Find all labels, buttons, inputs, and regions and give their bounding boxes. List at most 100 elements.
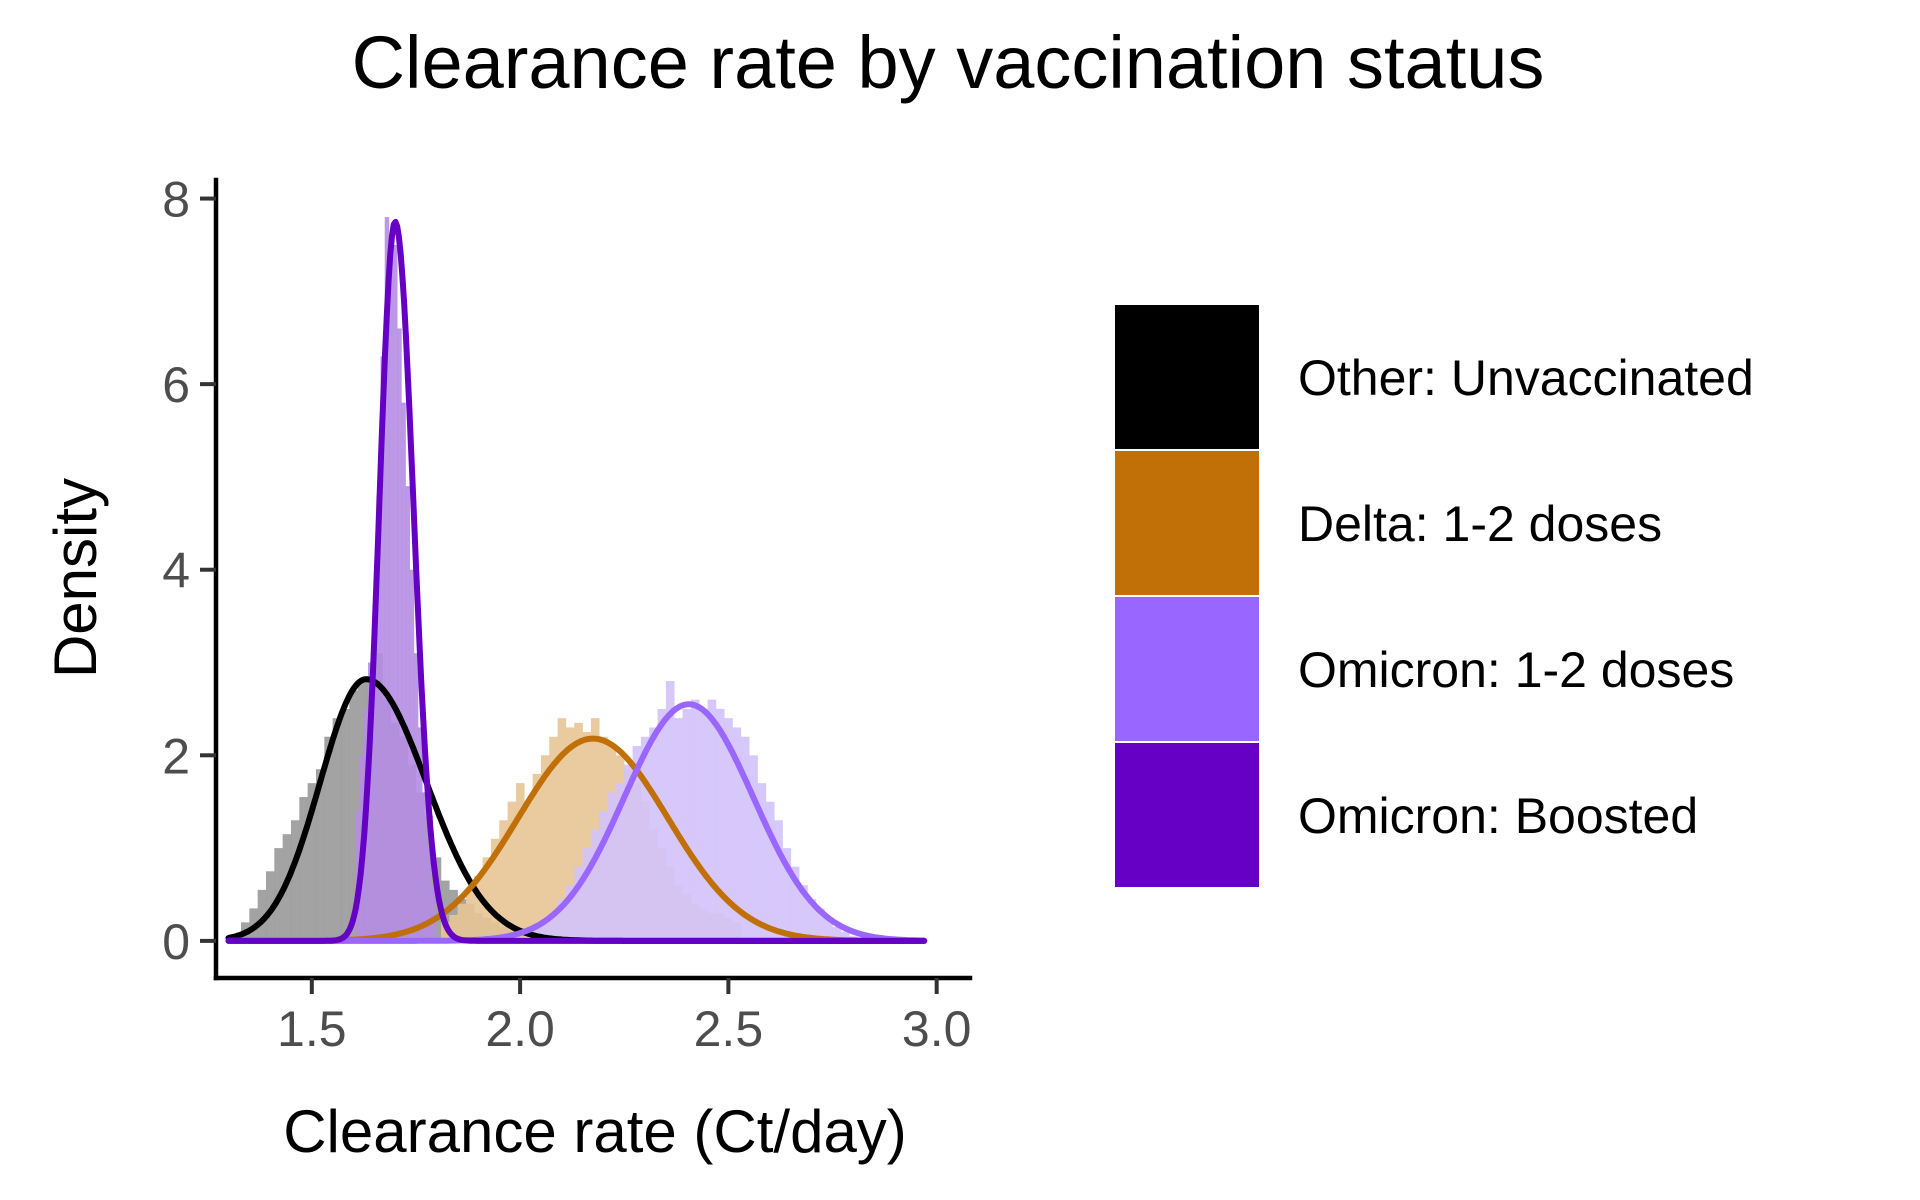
- histogram-bar: [549, 736, 558, 941]
- y-tick-label: 0: [162, 914, 190, 970]
- y-tick-label: 4: [162, 543, 190, 599]
- density-curve-2: [225, 701, 928, 944]
- y-tick-label: 8: [162, 172, 190, 228]
- histogram-bar: [774, 820, 783, 941]
- density-curve-3: [225, 218, 928, 944]
- histogram-bar: [824, 917, 833, 941]
- x-tick-label: 3.0: [902, 1001, 972, 1057]
- histogram-bar: [549, 913, 558, 941]
- histogram-bar: [315, 769, 325, 941]
- histogram-bar: [665, 681, 675, 941]
- histogram-bar: [388, 235, 394, 941]
- histogram-bar: [607, 792, 617, 941]
- histogram-bar: [307, 783, 317, 941]
- histogram-bar: [632, 746, 642, 941]
- histogram-bar: [574, 722, 583, 941]
- histogram-bar: [699, 708, 708, 941]
- histogram-bar: [440, 922, 450, 941]
- histogram-bar: [499, 820, 508, 941]
- histogram-bar: [807, 899, 817, 941]
- legend-item-0: Other: Unvaccinated: [1115, 305, 1754, 449]
- histogram-bar: [465, 889, 475, 941]
- histogram-bar: [574, 866, 583, 941]
- legend-label: Other: Unvaccinated: [1298, 350, 1754, 406]
- histogram-bar: [380, 356, 386, 941]
- legend-key: [1115, 597, 1259, 741]
- histogram-2: [532, 681, 858, 941]
- histogram-bar: [757, 783, 767, 941]
- histogram-bar: [674, 718, 683, 941]
- histogram-bar: [790, 866, 800, 941]
- histogram-bar: [557, 899, 567, 941]
- histogram-bar: [524, 801, 533, 941]
- histogram-bar: [426, 848, 431, 941]
- histogram-bar: [540, 922, 550, 941]
- histogram-bar: [565, 885, 575, 941]
- histogram-bar: [557, 718, 567, 941]
- histogram-bar: [368, 662, 373, 941]
- histogram-bar: [707, 699, 717, 941]
- histogram-bar: [782, 848, 792, 941]
- histogram-bar: [422, 792, 427, 941]
- histogram-bar: [590, 829, 600, 941]
- histogram-bar: [749, 755, 758, 941]
- x-axis-label: Clearance rate (Ct/day): [283, 1098, 907, 1165]
- histogram-bar: [332, 718, 342, 941]
- histogram-bar: [265, 871, 275, 941]
- legend-key: [1115, 743, 1259, 887]
- histogram-bar: [640, 736, 650, 941]
- histogram-bar: [765, 801, 775, 941]
- legend: Other: Unvaccinated Delta: 1-2 doses Omicr…: [1115, 305, 1754, 887]
- x-tick-label: 2.0: [485, 1001, 555, 1057]
- histogram-bar: [393, 244, 398, 941]
- legend-item-1: Delta: 1-2 doses: [1115, 451, 1662, 595]
- histogram-bar: [532, 773, 542, 941]
- histogram-bar: [507, 801, 517, 941]
- x-tick-label: 1.5: [277, 1001, 347, 1057]
- histogram-bar: [257, 889, 267, 941]
- histogram-bar: [815, 908, 825, 941]
- axes: 0 2 4 6 8 1.5 2.0 2.5 3.0: [162, 172, 973, 1057]
- histogram-bar: [724, 718, 733, 941]
- y-axis-label: Density: [42, 478, 109, 678]
- histogram-bar: [582, 848, 592, 941]
- histogram-bar: [599, 810, 608, 941]
- histogram-bar: [409, 569, 415, 941]
- chart-title: Clearance rate by vaccination status: [352, 21, 1545, 104]
- histogram-bar: [565, 727, 575, 941]
- histogram-bar: [401, 402, 406, 941]
- histogram-bar: [474, 875, 483, 941]
- histogram-bar: [832, 926, 842, 941]
- histogram-bar: [413, 653, 419, 941]
- legend-label: Delta: 1-2 doses: [1298, 496, 1662, 552]
- histogram-bar: [732, 727, 742, 941]
- legend-key: [1115, 305, 1259, 449]
- histogram-bar: [682, 708, 692, 941]
- x-tick-label: 2.5: [694, 1001, 764, 1057]
- histogram-bar: [540, 755, 550, 941]
- histogram-bar: [490, 838, 500, 941]
- histogram-bar: [615, 783, 625, 941]
- histogram-bar: [340, 708, 350, 941]
- histogram-bar: [349, 690, 358, 941]
- histogram-bar: [449, 914, 458, 941]
- histogram-bar: [397, 328, 402, 941]
- histogram-bar: [582, 732, 592, 941]
- histogram-bar: [624, 764, 633, 941]
- histogram-3: [355, 217, 436, 941]
- histogram-bar: [290, 820, 300, 941]
- histogram-bar: [649, 727, 658, 941]
- legend-label: Omicron: 1-2 doses: [1298, 642, 1734, 698]
- y-tick-label: 6: [162, 357, 190, 413]
- histogram-bar: [482, 857, 492, 941]
- legend-key: [1115, 451, 1259, 595]
- histogram-bar: [715, 708, 725, 941]
- histogram-bar: [372, 625, 377, 941]
- histogram-layer: [240, 217, 858, 941]
- histogram-bar: [515, 783, 525, 941]
- histogram-bar: [740, 736, 750, 941]
- histogram-bar: [376, 495, 381, 941]
- density-curves-layer: [225, 218, 928, 944]
